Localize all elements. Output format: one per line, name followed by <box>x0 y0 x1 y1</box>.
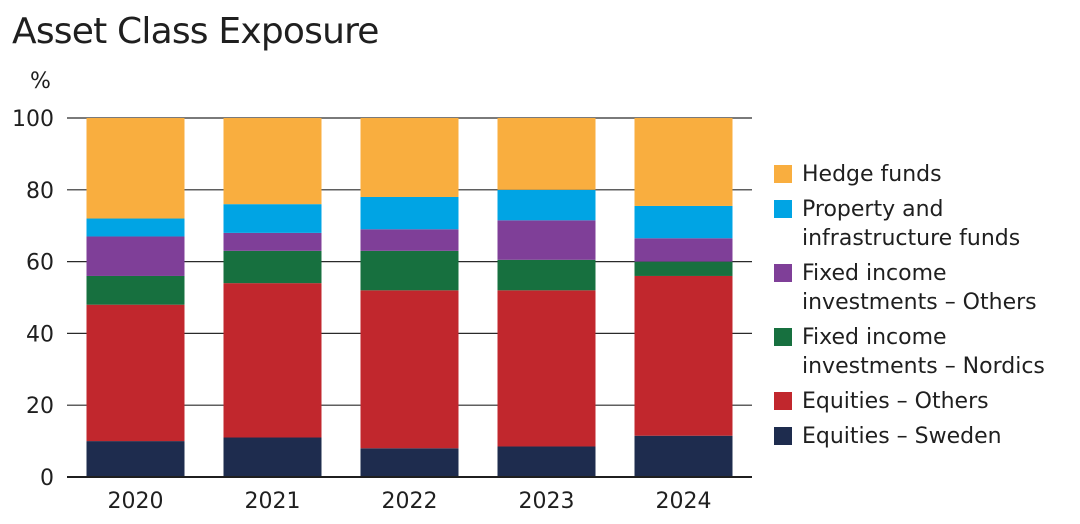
bar-segment <box>497 220 596 260</box>
bar-segment <box>634 118 733 206</box>
x-tick-label: 2024 <box>656 489 712 514</box>
y-tick-label: 80 <box>26 179 54 204</box>
y-tick-label: 100 <box>12 107 54 132</box>
bar-segment <box>360 229 459 251</box>
legend-swatch <box>774 200 792 218</box>
legend-label: Fixed income investments – Others <box>802 261 1037 315</box>
bar-segment <box>223 437 322 477</box>
bar-segment <box>497 189 596 221</box>
legend-item: Hedge funds <box>774 160 1074 189</box>
legend: Hedge funds Property and infrastructure f… <box>774 160 1074 457</box>
x-tick-label: 2022 <box>382 489 438 514</box>
legend-swatch <box>774 165 792 183</box>
bar-segment <box>497 290 596 447</box>
bar-segment <box>634 275 733 436</box>
bar-segment <box>634 261 733 276</box>
legend-swatch <box>774 392 792 410</box>
y-tick-label: 40 <box>26 322 54 347</box>
x-tick-label: 2020 <box>108 489 164 514</box>
bar-segment <box>223 250 322 284</box>
y-tick-label: 20 <box>26 394 54 419</box>
legend-item: Property and infrastructure funds <box>774 195 1074 253</box>
bar-segment <box>223 232 322 251</box>
legend-swatch <box>774 264 792 282</box>
bar-segment <box>360 196 459 230</box>
bar-segment <box>86 236 185 276</box>
legend-item: Equities – Sweden <box>774 422 1074 451</box>
legend-item: Fixed income investments – Others <box>774 259 1074 317</box>
y-tick-label: 0 <box>40 466 54 491</box>
bar-segment <box>360 250 459 291</box>
legend-item: Fixed income investments – Nordics <box>774 323 1074 381</box>
bar-segment <box>634 238 733 262</box>
chart-title: Asset Class Exposure <box>12 11 379 52</box>
legend-label: Hedge funds <box>802 162 942 187</box>
bar-segment <box>634 205 733 239</box>
legend-label: Property and infrastructure funds <box>802 197 1021 251</box>
legend-swatch <box>774 328 792 346</box>
bar-segment <box>497 446 596 477</box>
legend-swatch <box>774 427 792 445</box>
y-tick-label: 60 <box>26 251 54 276</box>
bar-segment <box>223 283 322 438</box>
bar-segment <box>634 435 733 477</box>
bar-segment <box>360 448 459 477</box>
bar-segment <box>86 304 185 442</box>
legend-label: Equities – Others <box>802 389 989 414</box>
axes: 0 20 40 60 80 100 2020 2021 2022 2023 2024 <box>12 107 752 514</box>
bar-segment <box>86 275 185 305</box>
bar-segment <box>497 259 596 291</box>
bar-segment <box>86 118 185 219</box>
y-axis-label: % <box>30 69 51 94</box>
bar-segment <box>223 204 322 233</box>
legend-item: Equities – Others <box>774 387 1074 416</box>
bar-segment <box>360 290 459 449</box>
x-tick-label: 2023 <box>519 489 575 514</box>
bar-segment <box>497 118 596 190</box>
bar-segment <box>360 118 459 197</box>
bars <box>86 118 733 477</box>
bar-segment <box>86 218 185 237</box>
bar-segment <box>86 441 185 477</box>
x-tick-label: 2021 <box>245 489 301 514</box>
bar-segment <box>223 118 322 205</box>
legend-label: Equities – Sweden <box>802 424 1002 449</box>
legend-label: Fixed income investments – Nordics <box>802 325 1045 379</box>
